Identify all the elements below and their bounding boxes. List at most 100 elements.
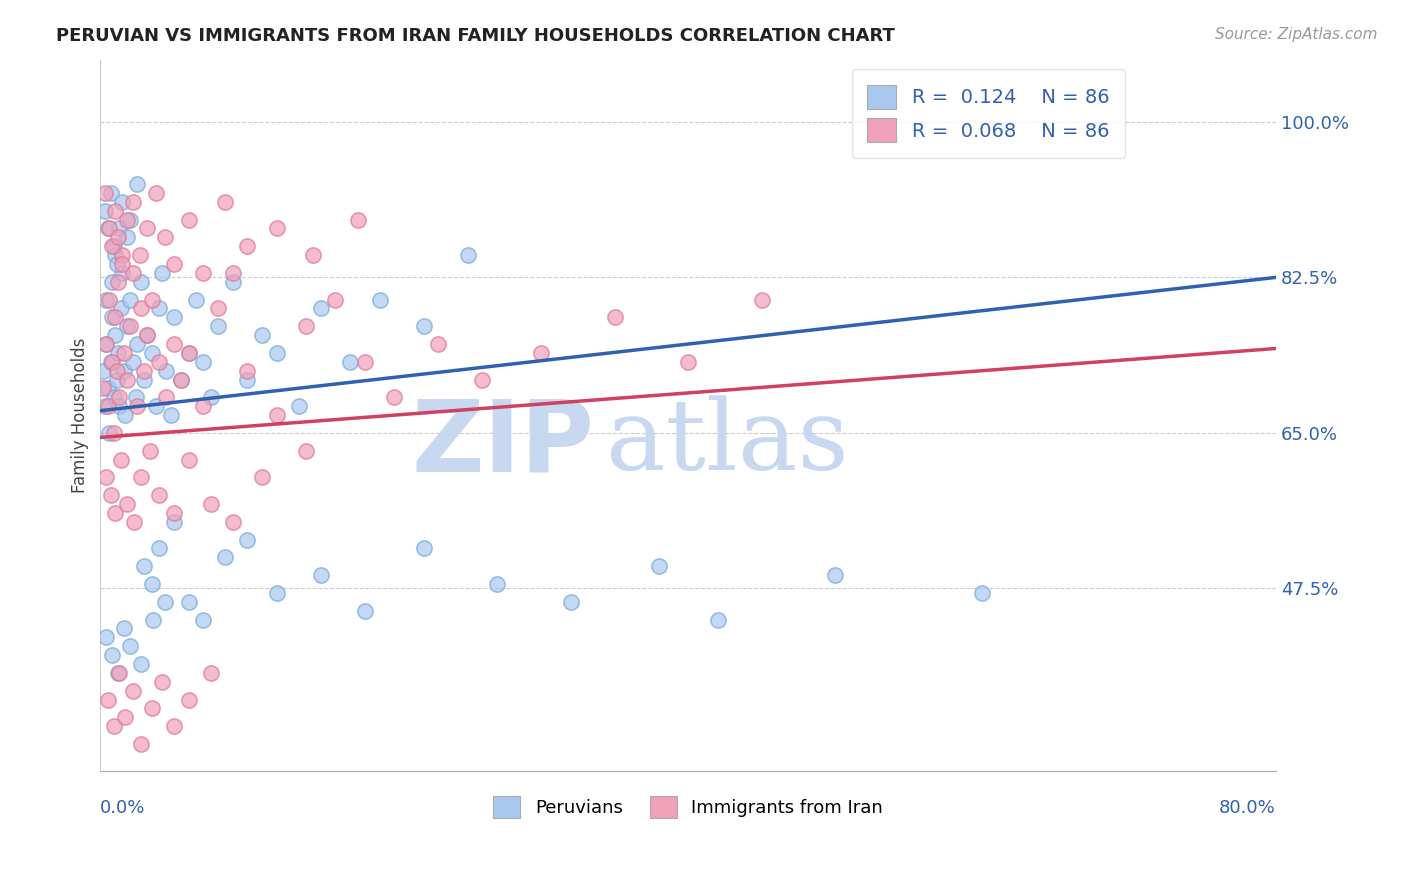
Point [148,488,170,502]
Point [148,541,170,556]
Point [121,194,143,209]
Point [200,497,222,511]
Point [184,293,207,307]
Point [108,221,131,235]
Point [339,355,361,369]
Point [142,613,165,627]
Text: ZIP: ZIP [411,395,595,492]
Point [221,266,243,280]
Point [101,355,124,369]
Point [108,399,131,413]
Point [115,319,138,334]
Point [100,488,122,502]
Point [103,719,125,733]
Point [115,373,138,387]
Point [266,586,288,600]
Point [98,293,121,307]
Point [368,293,391,307]
Point [97,692,120,706]
Point [150,674,173,689]
Point [145,186,167,200]
Point [103,390,125,404]
Point [121,355,143,369]
Point [98,221,121,235]
Point [115,497,138,511]
Point [250,328,273,343]
Point [131,275,153,289]
Point [287,399,309,413]
Point [221,515,243,529]
Point [114,710,136,724]
Point [108,665,131,680]
Point [236,373,259,387]
Text: PERUVIAN VS IMMIGRANTS FROM IRAN FAMILY HOUSEHOLDS CORRELATION CHART: PERUVIAN VS IMMIGRANTS FROM IRAN FAMILY … [56,27,896,45]
Point [129,248,152,262]
Point [121,266,143,280]
Point [214,550,236,565]
Point [94,203,117,218]
Point [107,230,129,244]
Point [105,257,128,271]
Point [103,425,125,440]
Point [91,382,114,396]
Point [121,683,143,698]
Point [96,337,118,351]
Point [131,657,153,671]
Point [530,346,553,360]
Point [177,346,200,360]
Point [115,230,138,244]
Point [112,364,135,378]
Point [112,346,135,360]
Point [236,364,259,378]
Point [108,390,131,404]
Point [101,310,124,325]
Point [200,390,222,404]
Point [382,390,405,404]
Point [145,399,167,413]
Point [207,301,229,316]
Legend: Peruvians, Immigrants from Iran: Peruvians, Immigrants from Iran [486,789,890,826]
Text: Source: ZipAtlas.com: Source: ZipAtlas.com [1215,27,1378,42]
Point [136,328,159,343]
Point [94,399,117,413]
Point [250,470,273,484]
Point [104,328,127,343]
Point [148,355,170,369]
Point [96,293,118,307]
Point [139,443,162,458]
Point [163,310,186,325]
Point [127,399,149,413]
Point [118,319,141,334]
Point [160,408,183,422]
Point [325,293,347,307]
Point [163,719,186,733]
Point [170,373,193,387]
Point [163,337,186,351]
Point [100,186,122,200]
Point [111,194,134,209]
Point [118,212,141,227]
Point [110,301,132,316]
Point [131,301,153,316]
Text: 0.0%: 0.0% [100,799,146,817]
Point [104,203,127,218]
Point [97,382,120,396]
Point [751,293,773,307]
Point [153,595,176,609]
Point [111,248,134,262]
Point [309,568,332,582]
Point [94,186,117,200]
Point [101,648,124,662]
Point [266,221,288,235]
Point [193,613,215,627]
Point [153,230,176,244]
Point [302,248,325,262]
Point [346,212,368,227]
Point [170,373,193,387]
Point [354,355,377,369]
Point [136,221,159,235]
Point [236,239,259,253]
Point [193,399,215,413]
Point [107,665,129,680]
Point [127,177,149,191]
